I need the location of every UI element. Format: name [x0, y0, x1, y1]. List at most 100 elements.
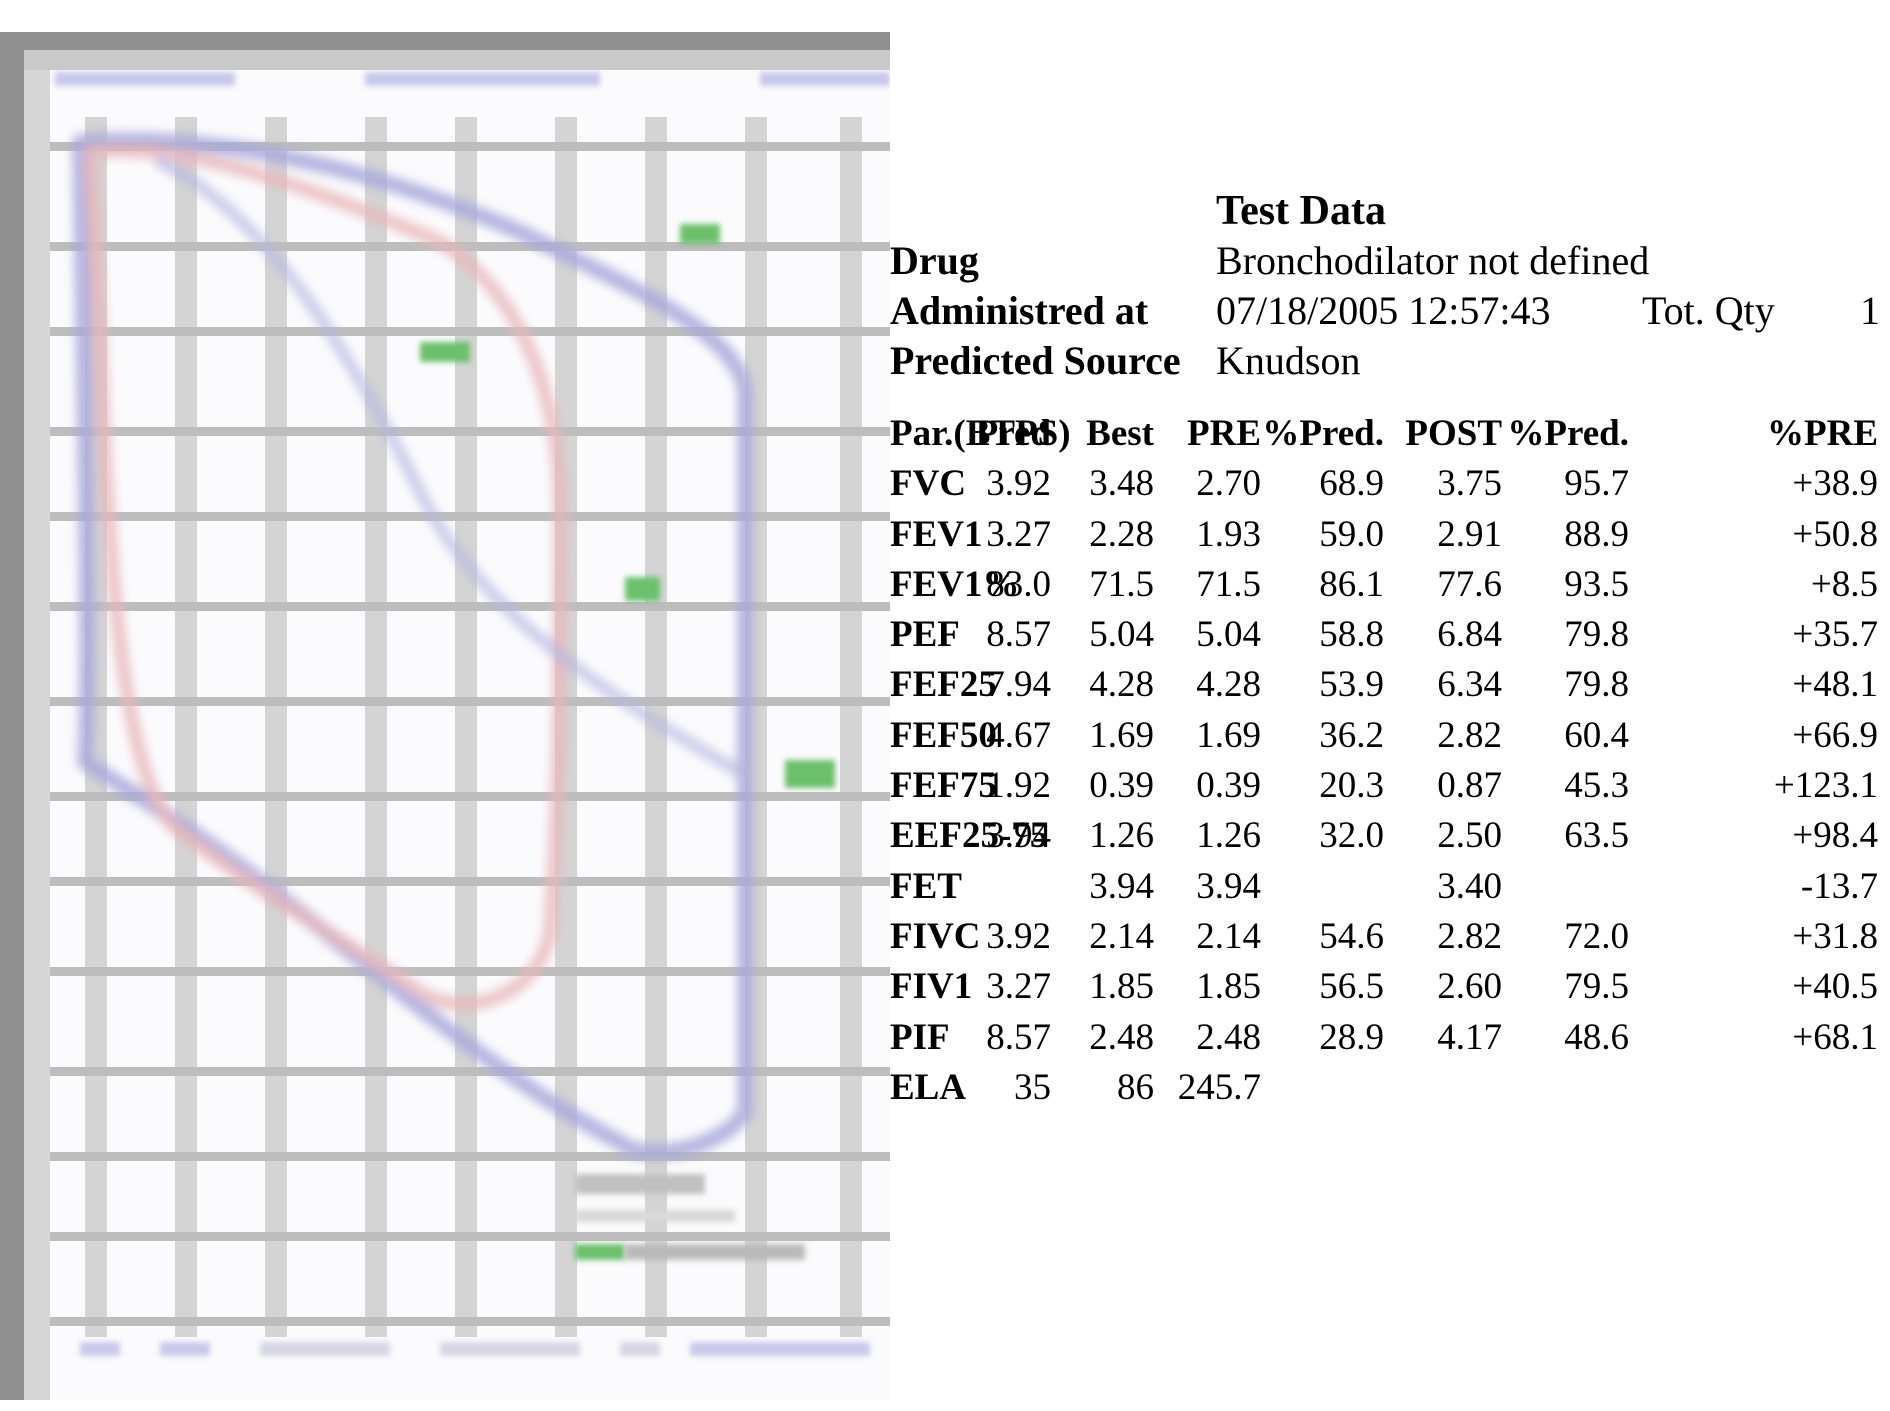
cell-pred: 3.94 — [986, 815, 1051, 857]
cell-post: 6.34 — [1437, 664, 1502, 706]
flow-volume-chart-thumbnail — [0, 32, 890, 1400]
cell-parameter: FIVC — [890, 915, 981, 957]
cell-pred: 8.57 — [986, 614, 1051, 656]
cell-pct-pre: +50.8 — [1792, 513, 1878, 555]
cell-post: 2.60 — [1437, 966, 1502, 1008]
cell-pct-pred-pre: 56.5 — [1319, 966, 1384, 1008]
table-row: FEF25 7.94 4.28 4.28 53.9 6.34 79.8 +48.1 — [890, 660, 1880, 710]
cell-parameter: EEF25-75 — [890, 815, 1049, 857]
predicted-source-label: Predicted Source — [890, 338, 1181, 383]
grid-column — [265, 117, 287, 1337]
header-pred: Pred — [975, 413, 1051, 454]
grid-row — [50, 1152, 890, 1161]
cell-parameter: FET — [890, 865, 962, 907]
table-row: ELA 35 86 245.7 — [890, 1063, 1880, 1113]
drug-label: Drug — [890, 238, 979, 283]
cell-parameter: FEF75 — [890, 765, 997, 807]
cell-post: 3.40 — [1437, 865, 1502, 907]
table-row: PIF 8.57 2.48 2.48 28.9 4.17 48.6 +68.1 — [890, 1013, 1880, 1063]
cell-best: 1.69 — [1089, 714, 1154, 756]
cell-best: 1.26 — [1089, 815, 1154, 857]
chart-header-blur — [55, 72, 890, 1356]
header-pct-pred-post: %Pred. — [1507, 413, 1629, 454]
cell-pre: 2.70 — [1196, 463, 1261, 505]
chart-markers — [420, 224, 835, 1260]
cell-pred: 3.92 — [986, 463, 1051, 505]
cell-post: 0.87 — [1437, 765, 1502, 807]
cell-pct-pred-pre: 53.9 — [1319, 664, 1384, 706]
cell-parameter: FVC — [890, 463, 967, 505]
cell-pred: 1.92 — [986, 765, 1051, 807]
cell-pct-pred-post: 48.6 — [1564, 1016, 1629, 1058]
cell-best: 3.48 — [1089, 463, 1154, 505]
cell-pred: 3.92 — [986, 915, 1051, 957]
cell-pre: 71.5 — [1196, 563, 1261, 605]
cell-best: 3.94 — [1089, 865, 1154, 907]
grid-row — [50, 792, 890, 801]
cell-pred: 35 — [1014, 1066, 1051, 1108]
cell-pct-pre: +98.4 — [1792, 815, 1878, 857]
header-pct-pre: %PRE — [1767, 413, 1878, 454]
cell-pct-pred-pre: 58.8 — [1319, 614, 1384, 656]
cell-pred: 3.27 — [986, 513, 1051, 555]
header-pre: PRE — [1187, 413, 1261, 454]
header-parameter: Par.(BTPS) — [890, 413, 1071, 454]
table-row: EEF25-75 3.94 1.26 1.26 32.0 2.50 63.5 +98.4 — [890, 811, 1880, 861]
cell-pct-pred-post: 93.5 — [1564, 563, 1629, 605]
cell-pred: 8.57 — [986, 1016, 1051, 1058]
spirometry-table: Par.(BTPS) Pred Best PRE %Pred. POST %Pr… — [890, 409, 1880, 1113]
cell-parameter: ELA — [890, 1066, 967, 1108]
administered-row: Administred at 07/18/2005 12:57:43 Tot. … — [890, 286, 1880, 336]
grid-row — [50, 512, 890, 521]
grid-row — [50, 967, 890, 976]
cell-pct-pre: -13.7 — [1800, 865, 1878, 907]
cell-pct-pre: +40.5 — [1792, 966, 1878, 1008]
grid-row — [50, 602, 890, 611]
grid-row — [50, 142, 890, 151]
cell-pred: 83.0 — [986, 563, 1051, 605]
header-best: Best — [1086, 413, 1154, 454]
cell-post: 2.91 — [1437, 513, 1502, 555]
cell-best: 71.5 — [1089, 563, 1154, 605]
cell-pct-pred-post: 79.8 — [1564, 664, 1629, 706]
cell-best: 2.28 — [1089, 513, 1154, 555]
cell-parameter: FIV1 — [890, 966, 973, 1008]
grid-row — [50, 1232, 890, 1241]
cell-pct-pred-post: 45.3 — [1564, 765, 1629, 807]
drug-row: Drug Bronchodilator not defined — [890, 236, 1880, 286]
cell-pct-pre: +66.9 — [1792, 714, 1878, 756]
cell-pct-pre: +31.8 — [1792, 915, 1878, 957]
cell-pct-pred-pre: 28.9 — [1319, 1016, 1384, 1058]
chart-frame-top — [0, 32, 890, 50]
cell-pct-pred-post: 95.7 — [1564, 463, 1629, 505]
cell-best: 5.04 — [1089, 614, 1154, 656]
cell-pre: 4.28 — [1196, 664, 1261, 706]
test-data-header: Test Data Drug Bronchodilator not define… — [890, 186, 1880, 386]
grid-row — [50, 327, 890, 336]
cell-post: 2.82 — [1437, 915, 1502, 957]
cell-pct-pre: +123.1 — [1773, 765, 1878, 807]
grid-column — [175, 117, 197, 1337]
table-row: FEV1% 83.0 71.5 71.5 86.1 77.6 93.5 +8.5 — [890, 560, 1880, 610]
cell-pre: 2.14 — [1196, 915, 1261, 957]
cell-post: 2.82 — [1437, 714, 1502, 756]
pre-flow-curve — [72, 132, 753, 1160]
cell-pre: 1.93 — [1196, 513, 1261, 555]
cell-pred: 7.94 — [986, 664, 1051, 706]
header-pct-pred-pre: %Pred. — [1262, 413, 1384, 454]
drug-value: Bronchodilator not defined — [1216, 238, 1650, 283]
chart-legend-blur — [575, 1174, 805, 1260]
cell-pct-pred-pre: 20.3 — [1319, 765, 1384, 807]
grid-row — [50, 1067, 890, 1076]
grid-row — [50, 1317, 890, 1326]
cell-post: 4.17 — [1437, 1016, 1502, 1058]
table-row: FIVC 3.92 2.14 2.14 54.6 2.82 72.0 +31.8 — [890, 912, 1880, 962]
chart-frame-left — [0, 32, 24, 1400]
chart-horizontal-grid — [50, 142, 890, 1326]
cell-pct-pred-pre: 54.6 — [1319, 915, 1384, 957]
predicted-source-value: Knudson — [1216, 338, 1361, 383]
cell-best: 2.48 — [1089, 1016, 1154, 1058]
table-row: PEF 8.57 5.04 5.04 58.8 6.84 79.8 +35.7 — [890, 610, 1880, 660]
cell-pre: 1.69 — [1196, 714, 1261, 756]
grid-row — [50, 877, 890, 886]
